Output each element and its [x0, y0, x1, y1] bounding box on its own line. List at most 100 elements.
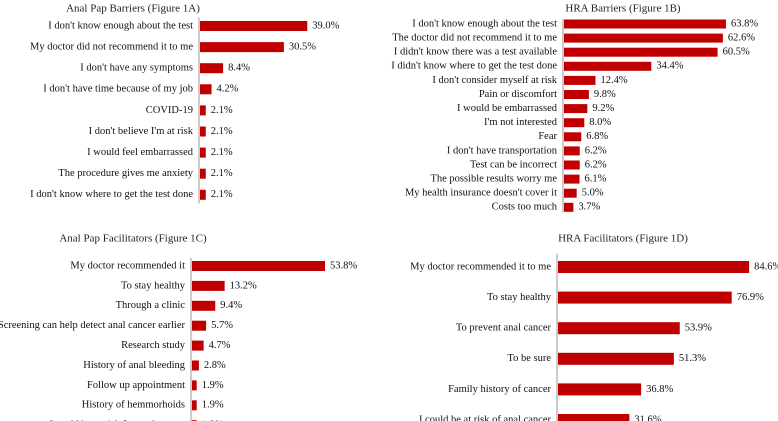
bar	[200, 168, 206, 179]
data-label: 6.2%	[585, 159, 607, 170]
chart-panel-1c: Anal Pap Facilitators (Figure 1C) My doct…	[0, 230, 390, 421]
data-label: 2.1%	[211, 147, 233, 158]
bar	[564, 174, 580, 184]
data-label: 12.4%	[600, 75, 627, 86]
bar	[564, 132, 582, 142]
category-label: I don't have time because of my job	[43, 84, 193, 95]
bar	[200, 42, 284, 53]
chart-1b-svg: HRA Barriers (Figure 1B) I don't know eno…	[391, 3, 758, 213]
bar	[558, 261, 750, 273]
data-label: 53.8%	[330, 260, 357, 271]
data-label: 2.1%	[211, 168, 233, 179]
category-label: I don't have transportation	[447, 145, 558, 156]
category-label: I didn't know there was a test available	[394, 47, 557, 58]
category-label: The possible results worry me	[430, 174, 557, 185]
bar	[564, 33, 723, 43]
category-label: Costs too much	[492, 202, 558, 213]
bar	[564, 146, 580, 156]
data-label: 8.0%	[589, 117, 611, 128]
chart-title: Anal Pap Barriers (Figure 1A)	[66, 3, 200, 15]
data-label: 76.9%	[737, 292, 764, 303]
bar	[200, 63, 224, 74]
category-label: COVID-19	[146, 105, 193, 116]
data-label: 62.6%	[728, 33, 755, 44]
bar	[192, 280, 225, 291]
bar	[192, 380, 197, 391]
data-label: 51.3%	[679, 353, 706, 364]
bar	[564, 61, 652, 71]
data-label: 1.9%	[202, 380, 224, 391]
category-label: Follow up appointment	[87, 380, 185, 391]
data-label: 63.8%	[731, 18, 758, 29]
category-label: The doctor did not recommend it to me	[392, 33, 557, 44]
data-label: 39.0%	[312, 20, 339, 31]
category-label: Fear	[538, 131, 557, 142]
chart-1a-svg: Anal Pap Barriers (Figure 1A) I don't kno…	[30, 3, 340, 204]
category-label: My health insurance doesn't cover it	[405, 188, 557, 199]
bar	[200, 21, 308, 31]
data-label: 53.9%	[685, 323, 712, 334]
category-label: My doctor did not recommend it to me	[30, 42, 193, 53]
bar	[192, 300, 216, 311]
data-label: 4.2%	[217, 84, 239, 95]
category-label: I don't know enough about the test	[412, 18, 557, 29]
category-label: To stay healthy	[121, 280, 186, 291]
bar	[564, 19, 726, 29]
bar	[564, 202, 574, 212]
data-label: 2.8%	[204, 360, 226, 371]
category-label: I don't have any symptoms	[80, 63, 193, 74]
category-label: Research study	[121, 340, 186, 351]
bar	[200, 105, 206, 116]
category-label: To prevent anal cancer	[456, 323, 552, 334]
bar	[558, 383, 642, 396]
category-label: I don't know enough about the test	[48, 20, 193, 31]
data-label: 84.6%	[754, 261, 778, 272]
data-label: 9.4%	[220, 300, 242, 311]
bar	[192, 340, 204, 351]
category-label: I could be at risk for anal cancer	[49, 420, 185, 421]
data-label: 8.4%	[228, 63, 250, 74]
bar	[200, 189, 206, 200]
bar	[564, 90, 589, 99]
category-label: My doctor recommended it to me	[410, 261, 551, 272]
data-label: 1.9%	[202, 420, 224, 421]
chart-1c-svg: Anal Pap Facilitators (Figure 1C) My doct…	[0, 233, 357, 421]
data-label: 36.8%	[646, 384, 673, 395]
bar	[564, 188, 577, 198]
data-label: 31.6%	[634, 414, 661, 421]
category-label: Test can be incorrect	[470, 159, 557, 170]
data-label: 6.2%	[585, 145, 607, 156]
bar	[192, 320, 207, 331]
category-label: Through a clinic	[116, 300, 186, 311]
bar	[564, 75, 596, 85]
bar	[564, 118, 585, 128]
category-label: I could be at risk of anal cancer	[419, 414, 552, 421]
chart-panel-1a: Anal Pap Barriers (Figure 1A) I don't kno…	[0, 0, 390, 210]
data-label: 3.7%	[578, 202, 600, 213]
data-label: 2.1%	[211, 189, 233, 200]
bar	[558, 414, 630, 421]
category-label: The procedure gives me anxiety	[58, 168, 193, 179]
category-label: I don't consider myself at risk	[432, 75, 557, 86]
bar	[200, 84, 212, 95]
data-label: 9.8%	[594, 89, 616, 100]
bar	[558, 322, 680, 335]
data-label: 6.8%	[586, 131, 608, 142]
bar	[192, 360, 199, 371]
bar	[564, 160, 580, 170]
bar	[564, 104, 588, 114]
data-label: 2.1%	[211, 105, 233, 116]
chart-title: HRA Barriers (Figure 1B)	[565, 3, 681, 15]
category-label: Screening can help detect anal cancer ea…	[0, 320, 185, 331]
category-label: My doctor recommended it	[70, 260, 185, 271]
data-label: 5.0%	[582, 188, 604, 199]
data-label: 6.1%	[584, 174, 606, 185]
bar	[558, 352, 674, 365]
category-label: History of hemmorhoids	[82, 400, 185, 411]
category-label: To be sure	[507, 353, 551, 364]
category-label: I would be embarrassed	[457, 103, 558, 114]
data-label: 34.4%	[656, 61, 683, 72]
category-label: I don't know where to get the test done	[30, 189, 193, 200]
bar	[200, 147, 206, 158]
category-label: To stay healthy	[487, 292, 552, 303]
